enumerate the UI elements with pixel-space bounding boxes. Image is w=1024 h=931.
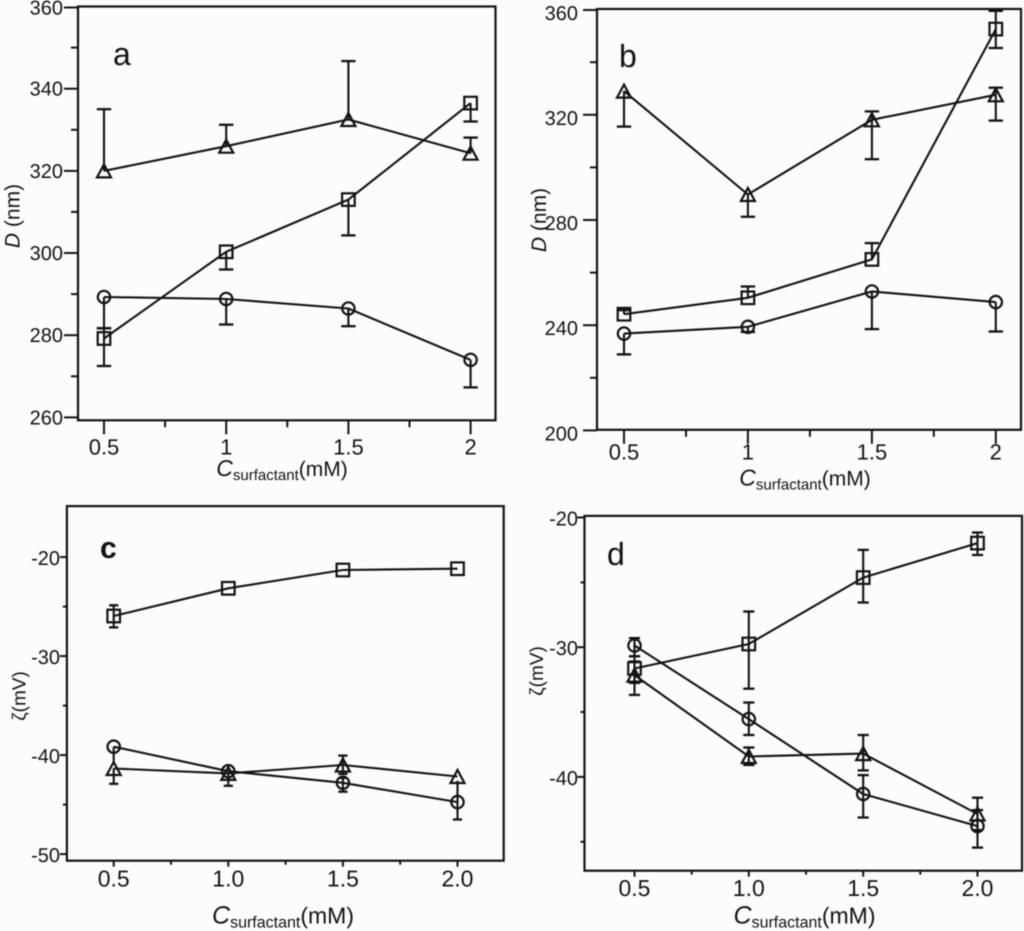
svg-text:-40: -40 — [31, 746, 60, 768]
svg-text:b: b — [619, 38, 637, 74]
svg-text:280: 280 — [30, 325, 63, 347]
svg-text:240: 240 — [545, 318, 578, 340]
svg-text:-50: -50 — [31, 845, 60, 867]
svg-text:1.5: 1.5 — [847, 875, 879, 901]
svg-text:c: c — [100, 532, 117, 565]
svg-text:D (nm): D (nm) — [2, 184, 25, 248]
svg-text:1: 1 — [220, 435, 232, 460]
svg-text:1.5: 1.5 — [333, 435, 364, 460]
svg-text:D (nm): D (nm) — [528, 188, 551, 252]
svg-text:0.5: 0.5 — [619, 875, 651, 901]
svg-text:200: 200 — [545, 423, 578, 445]
svg-text:360: 360 — [545, 3, 578, 25]
svg-text:0.5: 0.5 — [98, 866, 130, 892]
svg-text:Csurfactant(mM): Csurfactant(mM) — [739, 465, 870, 494]
svg-text:300: 300 — [30, 243, 63, 265]
svg-text:1.5: 1.5 — [857, 440, 888, 465]
svg-text:Csurfactant(mM): Csurfactant(mM) — [212, 902, 354, 931]
svg-text:-30: -30 — [549, 638, 578, 660]
svg-text:d: d — [607, 536, 625, 572]
svg-text:Csurfactant(mM): Csurfactant(mM) — [216, 455, 347, 484]
svg-text:a: a — [113, 36, 131, 72]
svg-text:1.0: 1.0 — [733, 875, 765, 901]
svg-text:2.0: 2.0 — [962, 875, 994, 901]
svg-text:0.5: 0.5 — [89, 435, 120, 460]
svg-text:Csurfactant(mM): Csurfactant(mM) — [734, 902, 876, 931]
svg-text:1.5: 1.5 — [327, 866, 359, 892]
svg-text:-30: -30 — [31, 647, 60, 669]
svg-text:360: 360 — [30, 0, 63, 20]
svg-text:-20: -20 — [31, 548, 60, 570]
svg-text:-40: -40 — [549, 768, 578, 790]
svg-text:1.0: 1.0 — [212, 866, 244, 892]
svg-text:ζ(mV): ζ(mV) — [527, 646, 548, 696]
svg-text:1: 1 — [742, 440, 754, 465]
svg-text:340: 340 — [30, 79, 63, 101]
svg-text:320: 320 — [30, 161, 63, 183]
svg-text:2.0: 2.0 — [442, 866, 474, 892]
svg-text:260: 260 — [30, 407, 63, 429]
svg-text:-20: -20 — [549, 509, 578, 531]
svg-text:0.5: 0.5 — [609, 440, 640, 465]
svg-text:ζ(mV): ζ(mV) — [9, 671, 30, 721]
svg-text:320: 320 — [545, 108, 578, 130]
svg-text:2: 2 — [990, 440, 1002, 465]
svg-text:2: 2 — [464, 435, 476, 460]
svg-text:280: 280 — [545, 213, 578, 235]
